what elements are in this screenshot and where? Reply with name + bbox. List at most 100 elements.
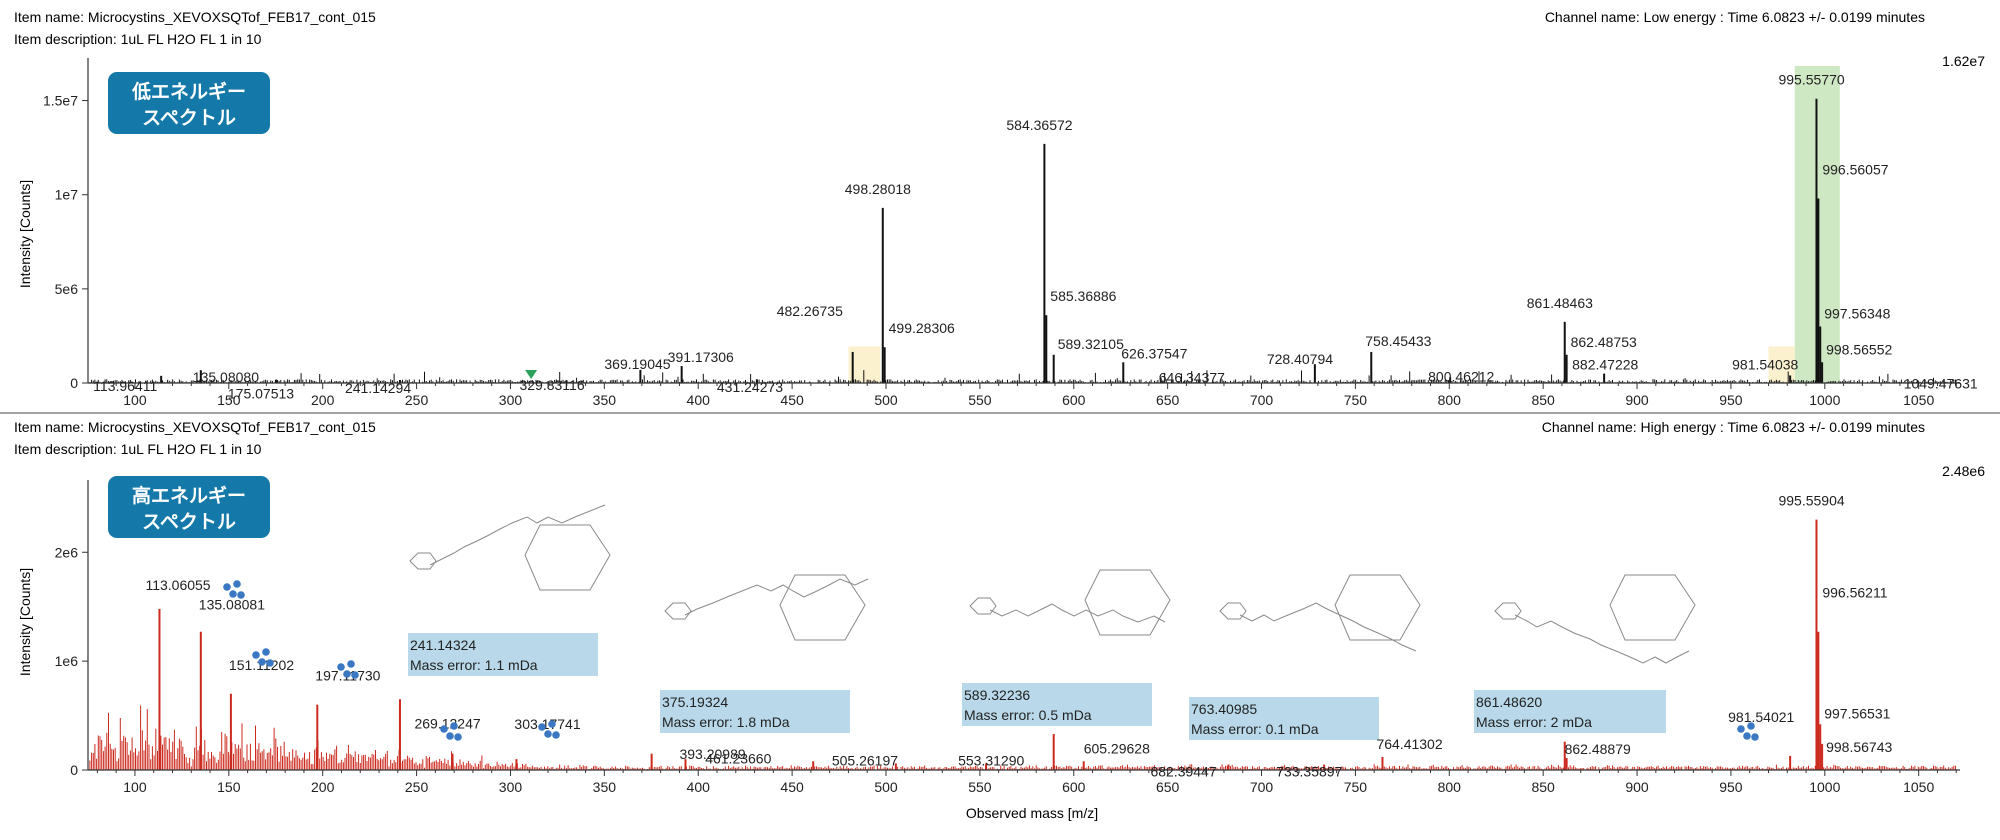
top-peak-label-17: 758.45433 (1365, 333, 1431, 349)
highlight-band-1 (848, 346, 881, 383)
bottom-badge-line2: スペクトル (142, 511, 236, 533)
error-box-error-0: Mass error: 1.1 mDa (410, 657, 538, 673)
cluster-dot (252, 651, 260, 659)
cluster-dot (548, 720, 556, 728)
top-x-tick-label-18: 1000 (1809, 392, 1840, 408)
top-x-tick-label-4: 300 (499, 392, 523, 408)
top-x-tick-label-17: 950 (1719, 392, 1743, 408)
bottom-peak-label-14: 682.39447 (1150, 764, 1216, 780)
error-box-error-4: Mass error: 2 mDa (1476, 714, 1592, 730)
bottom-max-intensity: 2.48e6 (1942, 463, 1985, 479)
top-x-tick-label-9: 550 (968, 392, 992, 408)
cluster-dot (1751, 733, 1759, 741)
molecule-phenyl (1219, 602, 1247, 620)
bottom-x-tick-label-15: 850 (1531, 779, 1555, 795)
bottom-x-tick-label-10: 600 (1062, 779, 1086, 795)
top-y-axis-label: Intensity [Counts] (17, 180, 33, 288)
fragment-cluster-icon (252, 648, 274, 667)
top-peak-label-1: 135.08080 (193, 369, 259, 385)
cluster-dot (351, 671, 359, 679)
bottom-x-axis-label: Observed mass [m/z] (966, 805, 1098, 821)
fragment-cluster-icon (538, 720, 560, 739)
cluster-dot (544, 730, 552, 738)
bottom-channel-name: Channel name: High energy : Time 6.0823 … (1542, 419, 1925, 435)
cluster-dot (1747, 722, 1755, 730)
top-peak-label-3: 241.14294 (345, 380, 411, 396)
molecule-ring (1609, 574, 1696, 641)
molecule-chain (1514, 614, 1690, 664)
top-peak-label-24: 996.56057 (1822, 161, 1888, 177)
error-box-error-3: Mass error: 0.1 mDa (1191, 721, 1319, 737)
bottom-peak-label-5: 269.12247 (414, 716, 480, 732)
cluster-dot (262, 648, 270, 656)
molecule-ring (1334, 574, 1421, 641)
error-box-mz-4: 861.48620 (1476, 694, 1542, 710)
top-x-tick-label-19: 1050 (1903, 392, 1934, 408)
cluster-dot (347, 660, 355, 668)
bottom-x-tick-label-9: 550 (968, 779, 992, 795)
cluster-dot (450, 722, 458, 730)
top-x-tick-label-11: 650 (1156, 392, 1180, 408)
top-x-tick-label-2: 200 (311, 392, 335, 408)
bottom-y-tick-label-2: 2e6 (55, 544, 79, 560)
cluster-dot (237, 591, 245, 599)
bottom-x-tick-label-2: 200 (311, 779, 335, 795)
bottom-x-tick-label-5: 350 (593, 779, 617, 795)
bottom-y-axis-label: Intensity [Counts] (17, 568, 33, 676)
bottom-peak-label-15: 733.35897 (1276, 764, 1342, 780)
bottom-x-tick-label-13: 750 (1344, 779, 1368, 795)
cluster-dot (538, 723, 546, 731)
error-box-mz-0: 241.14324 (410, 637, 476, 653)
top-peak-label-20: 862.48753 (1571, 334, 1637, 350)
top-max-intensity: 1.62e7 (1942, 53, 1985, 69)
top-item-name: Item name: Microcystins_XEVOXSQTof_FEB17… (14, 9, 376, 25)
bottom-x-tick-label-18: 1000 (1809, 779, 1840, 795)
bottom-peak-label-23: 998.56743 (1826, 739, 1892, 755)
top-peak-label-9: 498.28018 (845, 181, 911, 197)
cluster-dot (454, 733, 462, 741)
error-box-4 (1474, 690, 1666, 733)
fragment-cluster-icon (223, 580, 245, 599)
cluster-dot (343, 670, 351, 678)
top-x-tick-label-7: 450 (780, 392, 804, 408)
top-peak-label-14: 626.37547 (1121, 345, 1187, 361)
top-channel-name: Channel name: Low energy : Time 6.0823 +… (1545, 9, 1925, 25)
top-y-tick-label-1: 5e6 (55, 281, 79, 297)
bottom-peak-label-18: 862.48879 (1565, 741, 1631, 757)
top-peak-label-11: 584.36572 (1006, 117, 1072, 133)
top-y-tick-label-3: 1.5e7 (43, 93, 78, 109)
bottom-item-name: Item name: Microcystins_XEVOXSQTof_FEB17… (14, 419, 376, 435)
top-x-tick-label-14: 800 (1438, 392, 1462, 408)
top-item-description: Item description: 1uL FL H2O FL 1 in 10 (14, 31, 262, 47)
top-x-tick-label-1: 150 (217, 392, 241, 408)
bottom-peak-label-8: 393.20989 (679, 746, 745, 762)
bottom-peak-label-16: 764.41302 (1376, 736, 1442, 752)
cluster-dot (337, 663, 345, 671)
bottom-y-tick-label-1: 1e6 (55, 653, 79, 669)
molecule-ring (779, 574, 866, 641)
error-box-mz-2: 589.32236 (964, 687, 1030, 703)
top-peak-label-21: 882.47228 (1572, 357, 1638, 373)
cluster-dot (1737, 725, 1745, 733)
top-x-tick-label-13: 750 (1344, 392, 1368, 408)
bottom-x-tick-label-17: 950 (1719, 779, 1743, 795)
top-x-tick-label-12: 700 (1250, 392, 1274, 408)
bottom-peak-label-1: 135.08081 (199, 597, 265, 613)
error-box-0 (408, 633, 598, 676)
top-x-tick-label-3: 250 (405, 392, 429, 408)
error-box-2 (962, 683, 1152, 726)
error-box-mz-3: 763.40985 (1191, 701, 1257, 717)
bottom-x-tick-label-7: 450 (780, 779, 804, 795)
bottom-x-tick-label-14: 800 (1438, 779, 1462, 795)
molecule-chain (989, 603, 1166, 623)
cluster-dot (266, 659, 274, 667)
molecule-structure-icon (969, 569, 1171, 636)
top-peak-label-8: 482.26735 (777, 303, 843, 319)
bottom-peak-label-11: 553.31290 (958, 752, 1024, 768)
cluster-dot (446, 732, 454, 740)
bottom-peak-label-20: 995.55904 (1778, 493, 1844, 509)
top-peak-label-10: 499.28306 (889, 320, 955, 336)
top-peak-label-5: 369.19045 (604, 356, 670, 372)
bottom-peak-label-6: 303.17741 (514, 716, 580, 732)
